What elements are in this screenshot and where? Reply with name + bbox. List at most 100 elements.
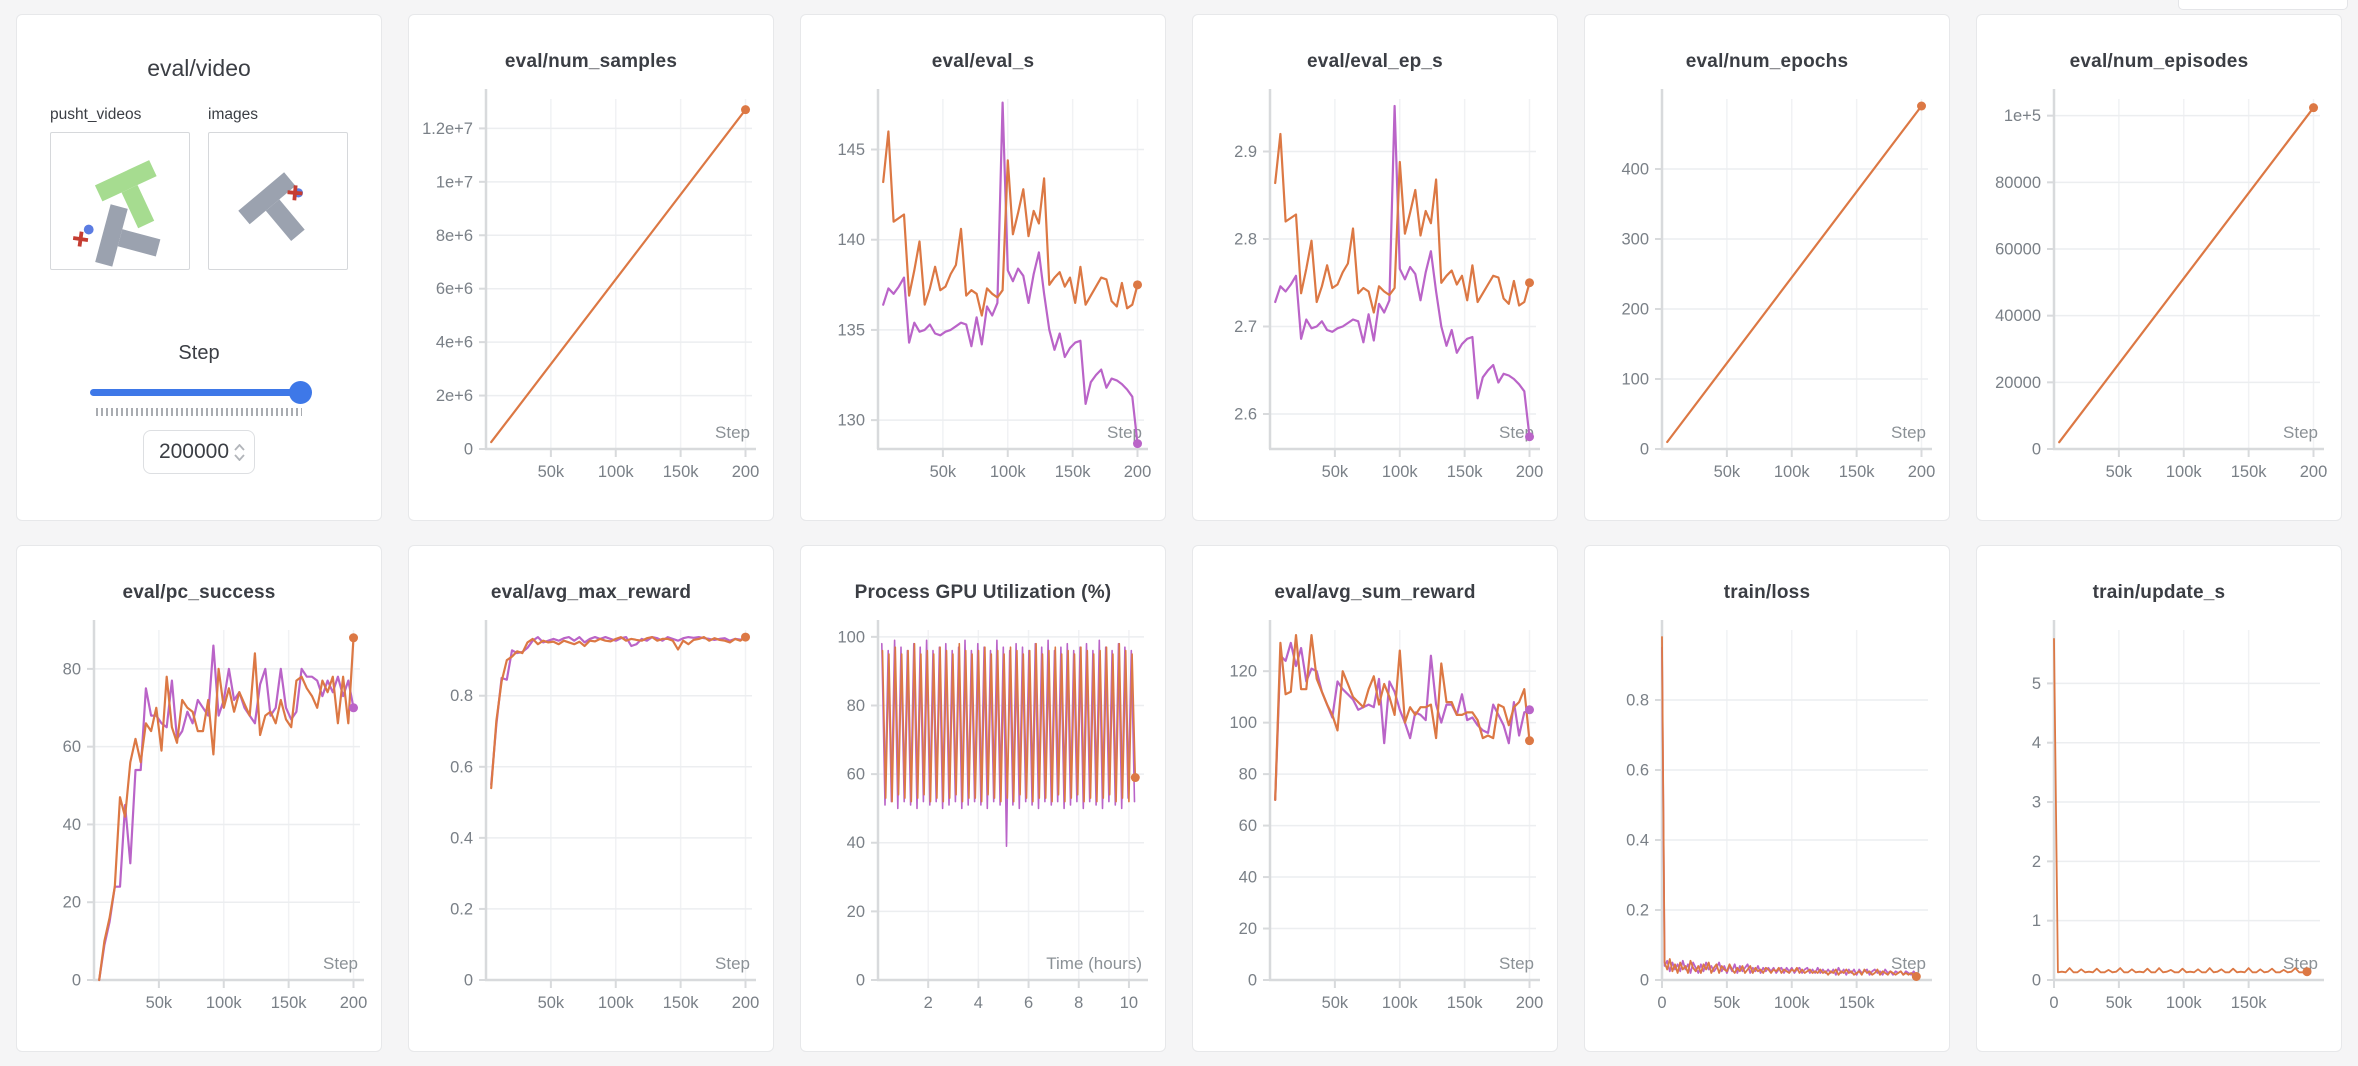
svg-text:150k: 150k — [1447, 463, 1484, 481]
chart-title: eval/avg_max_reward — [490, 582, 692, 603]
svg-text:0.6: 0.6 — [450, 758, 473, 776]
image-thumbnail-images[interactable] — [208, 132, 348, 270]
svg-text:60: 60 — [847, 766, 865, 784]
svg-text:120: 120 — [1229, 663, 1257, 681]
chart-eval-ep-s[interactable]: 2.6 2.7 2.8 2.9 50k 100k 150k 200 Step — [1204, 75, 1546, 487]
chart-num-samples[interactable]: 0 2e+6 4e+6 6e+6 8e+6 1e+7 1.2e+7 50k 100k 150k 20… — [420, 75, 762, 487]
svg-text:10: 10 — [1120, 994, 1138, 1012]
svg-text:0: 0 — [1640, 972, 1649, 990]
chart-panel-avg-sum-reward: eval/avg_sum_reward 0 20 40 60 80 100 120 50k 10… — [1192, 545, 1558, 1052]
svg-text:50k: 50k — [1714, 994, 1741, 1012]
chart-title: train/update_s — [2092, 582, 2226, 603]
chart-title: eval/num_samples — [504, 51, 678, 72]
svg-text:40000: 40000 — [1995, 307, 2041, 325]
chart-num-episodes[interactable]: 0 20000 40000 60000 80000 1e+5 50k 100k 150k 200 S… — [1988, 75, 2330, 487]
chart-avg-sum-reward[interactable]: 0 20 40 60 80 100 120 50k 100k 150k 200 Step — [1204, 606, 1546, 1018]
svg-text:0: 0 — [2049, 994, 2058, 1012]
chart-title: eval/eval_s — [931, 51, 1035, 72]
step-value-input[interactable]: 200000 — [143, 430, 255, 474]
chart-title: train/loss — [1723, 582, 1811, 603]
chart-train-loss[interactable]: 0 0.2 0.4 0.6 0.8 0 50k 100k 150k Step — [1596, 606, 1938, 1018]
svg-text:200: 200 — [2300, 463, 2328, 481]
svg-text:140: 140 — [837, 231, 865, 249]
svg-text:50k: 50k — [146, 994, 173, 1012]
svg-text:20: 20 — [847, 903, 865, 921]
svg-text:1e+7: 1e+7 — [436, 173, 473, 191]
stepper-down-icon[interactable] — [234, 453, 245, 461]
slider-tick-ruler — [96, 408, 302, 416]
svg-text:100: 100 — [1621, 371, 1649, 389]
svg-text:400: 400 — [1621, 161, 1649, 179]
slider-thumb[interactable] — [289, 381, 312, 404]
svg-text:0: 0 — [464, 441, 473, 459]
video-thumbnail-pusht-videos[interactable] — [50, 132, 190, 270]
svg-text:150k: 150k — [2231, 994, 2268, 1012]
svg-text:4: 4 — [2032, 734, 2041, 752]
svg-text:150k: 150k — [1055, 463, 1092, 481]
chart-train-update-s[interactable]: 0 1 2 3 4 5 0 50k 100k 150k Step — [1988, 606, 2330, 1018]
stepper-arrows[interactable] — [234, 431, 245, 473]
stepper-up-icon[interactable] — [234, 443, 245, 451]
panel-title-eval-video: eval/video — [147, 55, 251, 81]
svg-text:0.2: 0.2 — [450, 900, 473, 918]
svg-text:200: 200 — [732, 994, 760, 1012]
svg-text:100k: 100k — [206, 994, 243, 1012]
chart-eval-s[interactable]: 130 135 140 145 50k 100k 150k 200 Step — [812, 75, 1154, 487]
svg-text:5: 5 — [2032, 675, 2041, 693]
chart-num-epochs[interactable]: 0 100 200 300 400 50k 100k 150k 200 Step — [1596, 75, 1938, 487]
svg-text:6e+6: 6e+6 — [436, 280, 473, 298]
step-slider[interactable] — [90, 381, 312, 405]
svg-text:300: 300 — [1621, 231, 1649, 249]
svg-text:1: 1 — [2032, 912, 2041, 930]
svg-text:40: 40 — [847, 834, 865, 852]
svg-text:150k: 150k — [663, 994, 700, 1012]
svg-text:100k: 100k — [990, 463, 1027, 481]
panel-eval-video: eval/video pusht_videos — [16, 14, 382, 521]
svg-text:20: 20 — [1239, 920, 1257, 938]
media-thumbnails: pusht_videos — [17, 106, 381, 270]
svg-text:200: 200 — [1516, 994, 1544, 1012]
svg-text:200: 200 — [1516, 463, 1544, 481]
svg-text:200: 200 — [1621, 301, 1649, 319]
svg-text:100: 100 — [1229, 714, 1257, 732]
svg-text:0.2: 0.2 — [1626, 902, 1649, 920]
chart-title: Process GPU Utilization (%) — [854, 582, 1112, 603]
chart-title: eval/eval_ep_s — [1307, 51, 1443, 72]
svg-text:50k: 50k — [2106, 463, 2133, 481]
svg-text:145: 145 — [837, 141, 865, 159]
step-value[interactable]: 200000 — [158, 440, 230, 463]
svg-text:200: 200 — [732, 463, 760, 481]
svg-text:2e+6: 2e+6 — [436, 387, 473, 405]
slider-track[interactable] — [90, 389, 308, 396]
svg-text:4e+6: 4e+6 — [436, 334, 473, 352]
svg-text:150k: 150k — [1839, 994, 1876, 1012]
svg-text:Step: Step — [1891, 954, 1926, 973]
svg-text:0: 0 — [464, 972, 473, 990]
svg-text:60: 60 — [63, 738, 81, 756]
svg-text:200: 200 — [1908, 463, 1936, 481]
media-label-images: images — [208, 106, 258, 123]
chart-avg-max-reward[interactable]: 0 0.2 0.4 0.6 0.8 50k 100k 150k 200 Step — [420, 606, 762, 1018]
svg-text:100k: 100k — [2166, 994, 2203, 1012]
svg-text:100k: 100k — [1382, 994, 1419, 1012]
chart-panel-train-loss: train/loss 0 0.2 0.4 0.6 0.8 0 50k 100k 150k Step — [1584, 545, 1950, 1052]
pusht-image-frame-icon — [238, 172, 305, 241]
svg-text:4: 4 — [974, 994, 983, 1012]
svg-text:8: 8 — [1074, 994, 1083, 1012]
svg-text:100k: 100k — [2166, 463, 2203, 481]
chart-panel-num-samples: eval/num_samples 0 2e+6 4e+6 6e+6 8e+6 1e+7 1.… — [408, 14, 774, 521]
svg-text:Step: Step — [2283, 423, 2318, 442]
svg-text:135: 135 — [837, 321, 865, 339]
pusht-video-frame-icon — [72, 160, 161, 267]
svg-text:150k: 150k — [2231, 463, 2268, 481]
svg-text:0.4: 0.4 — [1626, 832, 1649, 850]
svg-text:2.7: 2.7 — [1234, 318, 1257, 336]
chart-gpu-utilization[interactable]: 0 20 40 60 80 100 2 4 6 8 10 Time (hours) — [812, 606, 1154, 1018]
chart-panel-num-epochs: eval/num_epochs 0 100 200 300 400 50k 100k 150k… — [1584, 14, 1950, 521]
chart-pc-success[interactable]: 0 20 40 60 80 50k 100k 150k 200 Step — [28, 606, 370, 1018]
svg-text:Step: Step — [1499, 954, 1534, 973]
svg-text:1e+5: 1e+5 — [2004, 107, 2041, 125]
svg-text:100k: 100k — [598, 994, 635, 1012]
chart-panel-pc-success: eval/pc_success 0 20 40 60 80 50k 100k 150k 200 S… — [16, 545, 382, 1052]
